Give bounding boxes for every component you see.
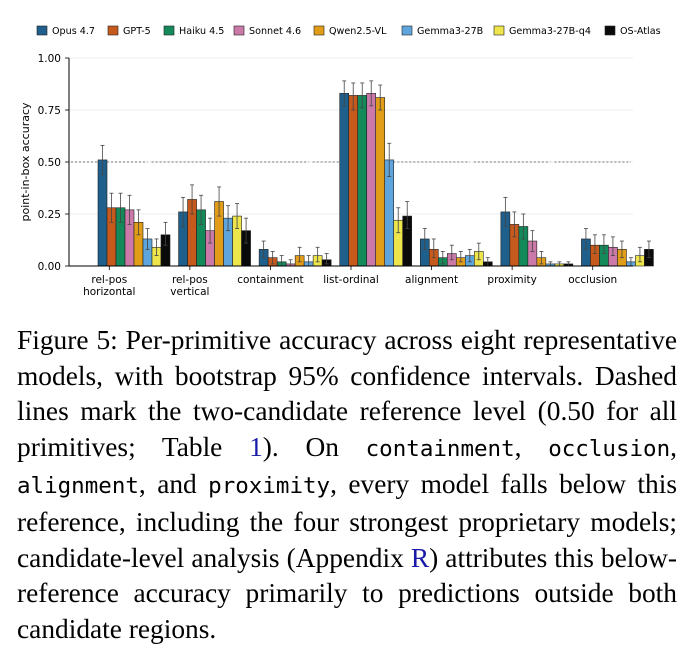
- legend-label: OS-Atlas: [620, 26, 661, 37]
- x-tick-label: rel-pos: [172, 274, 208, 286]
- axes: 0.000.250.500.751.00rel-poshorizontalrel…: [38, 53, 633, 298]
- legend-swatch: [493, 25, 505, 36]
- caption-text: ,: [514, 431, 549, 462]
- x-tick-label: vertical: [170, 286, 209, 298]
- caption-text: ,: [670, 431, 677, 462]
- chart-legend: Opus 4.7 GPT-5 Haiku 4.5 Sonnet 4.6 Qwen2.5-…: [36, 25, 661, 37]
- legend-swatch: [107, 25, 119, 36]
- legend-label: Qwen2.5-VL: [329, 26, 387, 37]
- caption-code-occlusion: occlusion: [548, 435, 671, 462]
- legend-swatch: [163, 25, 175, 36]
- x-tick-label: list-ordinal: [323, 274, 379, 286]
- y-axis-label: point-in-box accuracy: [19, 102, 32, 222]
- caption-text: ). On: [262, 431, 366, 462]
- legend-label: Sonnet 4.6: [249, 26, 301, 37]
- y-tick-label: 0.25: [38, 209, 61, 221]
- legend-swatch: [36, 25, 48, 36]
- legend-swatch: [401, 25, 413, 36]
- bar: [97, 159, 108, 267]
- legend-swatch: [233, 25, 245, 36]
- x-tick-label: occlusion: [568, 274, 617, 286]
- y-tick-label: 1.00: [38, 53, 61, 65]
- figure-caption: Figure 5: Per-primitive accuracy across …: [17, 323, 677, 647]
- caption-tail: ) attributes this below-reference accura…: [17, 542, 677, 644]
- legend-label: Gemma3-27B-q4: [509, 26, 591, 37]
- legend-label: Gemma3-27B: [417, 26, 483, 37]
- y-tick-label: 0.50: [38, 157, 61, 169]
- bar: [357, 95, 368, 267]
- legend-label: GPT-5: [123, 26, 151, 37]
- x-tick-label: horizontal: [83, 286, 135, 298]
- legend-swatch: [604, 25, 616, 36]
- appendix-ref-link[interactable]: R: [410, 542, 430, 573]
- table-ref-link[interactable]: 1: [249, 431, 263, 462]
- caption-code-proximity: proximity: [208, 473, 331, 500]
- x-tick-label: proximity: [487, 274, 536, 286]
- y-tick-label: 0.00: [38, 261, 61, 273]
- caption-text: , and: [138, 469, 209, 500]
- legend-swatch: [313, 25, 325, 36]
- bars: [97, 93, 654, 267]
- bar: [348, 95, 359, 267]
- caption-code-alignment: alignment: [17, 473, 139, 500]
- bar: [375, 97, 386, 267]
- caption-lead: Figure 5: Per-primitive accuracy across …: [17, 325, 677, 462]
- x-tick-label: rel-pos: [91, 274, 127, 286]
- x-tick-label: containment: [237, 274, 303, 286]
- bar: [339, 93, 350, 267]
- caption-text: , every model falls below this reference…: [17, 469, 678, 573]
- legend-label: Opus 4.7: [52, 26, 95, 37]
- caption-code-containment: containment: [365, 435, 515, 462]
- legend-label: Haiku 4.5: [179, 26, 224, 37]
- y-tick-label: 0.75: [38, 105, 61, 117]
- bar-chart: Opus 4.7 GPT-5 Haiku 4.5 Sonnet 4.6 Qwen2.5-…: [19, 25, 661, 298]
- bar: [366, 93, 377, 267]
- x-tick-label: alignment: [405, 274, 458, 286]
- error-bars: [100, 80, 651, 267]
